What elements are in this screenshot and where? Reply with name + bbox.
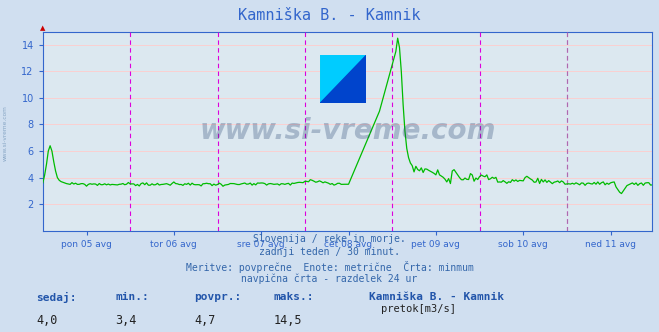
Text: sedaj:: sedaj: [36,292,76,303]
Text: zadnji teden / 30 minut.: zadnji teden / 30 minut. [259,247,400,257]
Text: www.si-vreme.com: www.si-vreme.com [3,105,8,161]
Text: www.si-vreme.com: www.si-vreme.com [200,117,496,145]
Text: maks.:: maks.: [273,292,314,302]
Polygon shape [320,55,366,103]
Text: navpična črta - razdelek 24 ur: navpična črta - razdelek 24 ur [241,274,418,285]
Text: pretok[m3/s]: pretok[m3/s] [381,304,456,314]
Polygon shape [320,55,366,103]
Text: Kamniška B. - Kamnik: Kamniška B. - Kamnik [369,292,504,302]
Text: Slovenija / reke in morje.: Slovenija / reke in morje. [253,234,406,244]
Text: min.:: min.: [115,292,149,302]
Text: 14,5: 14,5 [273,314,302,327]
Text: 4,7: 4,7 [194,314,215,327]
Text: 4,0: 4,0 [36,314,57,327]
Text: povpr.:: povpr.: [194,292,242,302]
Text: Kamniška B. - Kamnik: Kamniška B. - Kamnik [239,8,420,23]
Text: 3,4: 3,4 [115,314,136,327]
Polygon shape [320,55,366,103]
Text: Meritve: povprečne  Enote: metrične  Črta: minmum: Meritve: povprečne Enote: metrične Črta:… [186,261,473,273]
Text: ▲: ▲ [40,26,45,32]
